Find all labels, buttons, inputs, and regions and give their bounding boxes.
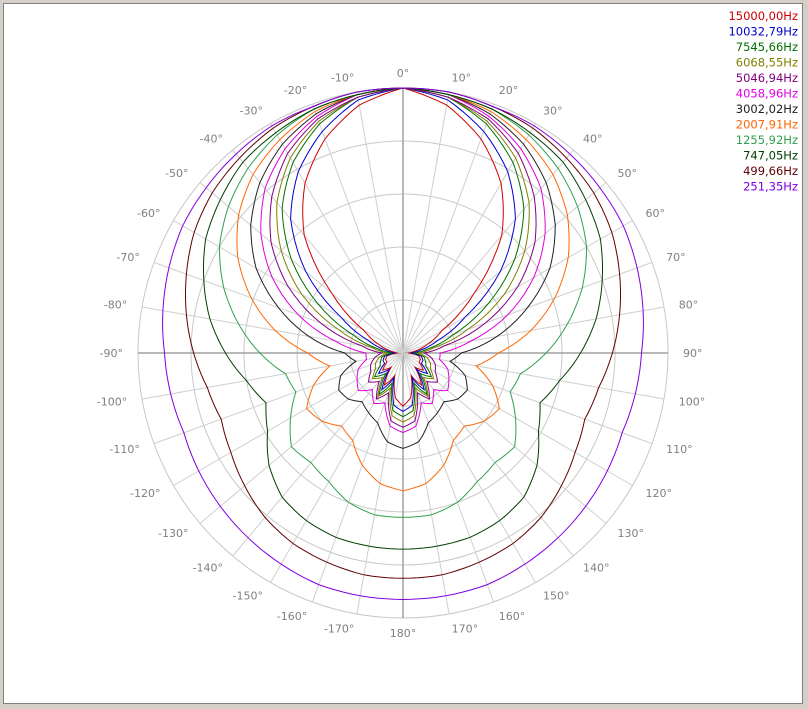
grid-spoke-40: [402, 149, 574, 354]
angle-tick-label: -20°: [284, 84, 307, 97]
angle-tick-label: 0°: [397, 67, 410, 80]
chart-frame: 0° 10° 20° 30° 40° 50° 60° 70° 80° 90° 100° 110° 120…: [3, 3, 803, 704]
grid-spoke-150: [402, 352, 536, 583]
legend-entry: 747,05Hz: [743, 149, 798, 163]
grid-spoke-160: [402, 352, 495, 603]
legend-entry: 2007,91Hz: [736, 118, 798, 132]
angle-tick-label: -130°: [158, 527, 188, 540]
grid-spoke-260: [141, 352, 404, 400]
grid-spoke-120: [402, 352, 633, 486]
grid-spoke-340: [311, 103, 404, 354]
series-curve-11: [162, 87, 644, 601]
grid-spoke-310: [199, 182, 404, 354]
angle-tick-label: 60°: [645, 207, 665, 220]
angle-tick-label: 160°: [499, 610, 526, 623]
angle-tick-label: -30°: [240, 105, 263, 118]
angle-tick-label: -120°: [130, 487, 160, 500]
angle-tick-label: -60°: [137, 207, 160, 220]
grid-spoke-220: [232, 352, 404, 557]
grid-spoke-250: [153, 352, 404, 445]
angle-tick-label: 40°: [583, 133, 603, 146]
grid-spoke-130: [402, 352, 607, 524]
legend-entry: 251,35Hz: [743, 180, 798, 194]
legend-entry: 1255,92Hz: [736, 133, 798, 147]
angle-tick-label: 20°: [499, 84, 519, 97]
angle-tick-label: -50°: [165, 167, 188, 180]
angle-tick-label: -70°: [116, 251, 139, 264]
grid-spoke-230: [199, 352, 404, 524]
angle-tick-label: -40°: [200, 133, 223, 146]
legend-entry: 10032,79Hz: [728, 25, 798, 39]
angle-tick-label: 90°: [683, 347, 703, 360]
angle-tick-label: 10°: [452, 71, 472, 84]
legend-entry: 5046,94Hz: [736, 71, 798, 85]
grid-spoke-200: [311, 352, 404, 603]
angle-tick-label: 120°: [645, 487, 672, 500]
angle-tick-label: -110°: [109, 443, 139, 456]
grid-spoke-110: [402, 352, 653, 445]
grid-spoke-30: [402, 123, 536, 354]
angle-tick-labels: 0° 10° 20° 30° 40° 50° 60° 70° 80° 90° 100° 110° 120…: [97, 67, 705, 640]
grid-spoke-50: [402, 182, 607, 354]
angle-tick-label: -10°: [331, 71, 354, 84]
grid-spoke-240: [173, 352, 404, 486]
grid-spoke-350: [356, 91, 404, 354]
angle-tick-label: -90°: [100, 347, 123, 360]
angle-tick-label: 140°: [583, 561, 610, 574]
angle-tick-label: -150°: [233, 589, 263, 602]
grid-spoke-10: [402, 91, 450, 354]
grid-spoke-330: [270, 123, 404, 354]
angle-tick-label: 130°: [617, 527, 644, 540]
angle-tick-label: 150°: [543, 589, 570, 602]
angle-tick-label: 180°: [390, 627, 417, 640]
grid-spoke-140: [402, 352, 574, 557]
angle-tick-label: 30°: [543, 105, 563, 118]
angle-tick-label: -160°: [277, 610, 307, 623]
grid-spoke-20: [402, 103, 495, 354]
grid-spoke-100: [402, 352, 665, 400]
grid-spoke-320: [232, 149, 404, 354]
angle-tick-label: 80°: [679, 298, 699, 311]
angle-tick-label: 50°: [617, 167, 637, 180]
angle-tick-label: -170°: [324, 623, 354, 636]
polar-chart: 0° 10° 20° 30° 40° 50° 60° 70° 80° 90° 100° 110° 120…: [97, 9, 798, 640]
polar-grid: [137, 87, 669, 619]
angle-tick-label: 170°: [452, 623, 479, 636]
legend-entry: 6068,55Hz: [736, 56, 798, 70]
angle-tick-label: -100°: [97, 396, 127, 409]
legend-entry: 7545,66Hz: [736, 40, 798, 54]
grid-spoke-210: [270, 352, 404, 583]
angle-tick-label: 110°: [666, 443, 693, 456]
angle-tick-label: -140°: [193, 561, 223, 574]
legend-entry: 4058,96Hz: [736, 87, 798, 101]
angle-tick-label: 100°: [679, 396, 706, 409]
angle-tick-label: -80°: [104, 298, 127, 311]
legend-entry: 3002,02Hz: [736, 102, 798, 116]
polar-series-group: [162, 87, 644, 601]
legend-entry: 499,66Hz: [743, 164, 798, 178]
legend-entry: 15000,00Hz: [728, 9, 798, 23]
angle-tick-label: 70°: [666, 251, 686, 264]
